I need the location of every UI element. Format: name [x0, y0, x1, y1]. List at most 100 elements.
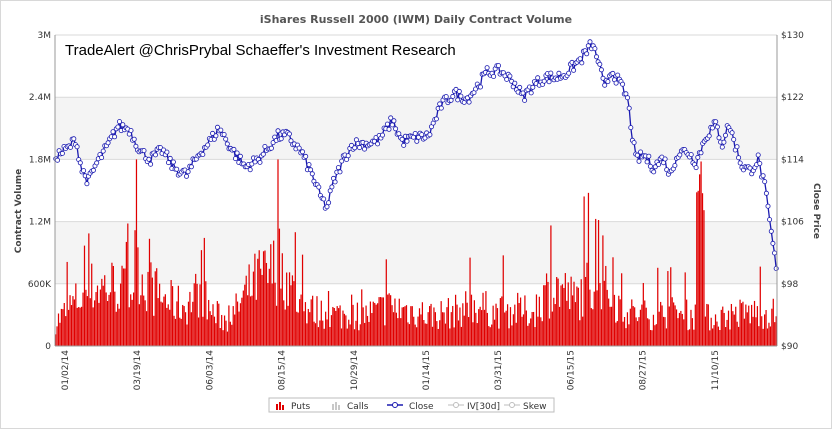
put-bar — [722, 306, 724, 346]
put-bar — [369, 301, 372, 346]
put-bar — [417, 316, 419, 346]
close-point — [316, 184, 322, 190]
y-tick-label: 1.2M — [29, 218, 51, 228]
close-line — [53, 39, 779, 271]
x-tick-label: 06/03/14 — [205, 350, 215, 391]
put-bar — [280, 288, 282, 346]
put-bar — [182, 304, 184, 346]
put-bar — [602, 235, 604, 346]
close-point — [548, 70, 554, 76]
put-bar — [391, 305, 393, 346]
close-point — [306, 162, 312, 168]
x-tick-label: 03/19/14 — [133, 350, 143, 391]
put-bar — [775, 316, 777, 346]
put-bar — [225, 320, 227, 346]
close-point — [693, 165, 699, 171]
close-point — [415, 134, 421, 140]
put-bar — [114, 291, 116, 346]
put-bar — [423, 320, 425, 346]
put-bar — [138, 304, 140, 346]
put-bar — [473, 300, 475, 346]
put-bar — [622, 321, 624, 346]
legend-item-iv30d[interactable]: IV[30d] — [448, 402, 500, 412]
put-bar — [79, 307, 81, 346]
put-bar — [312, 295, 314, 346]
put-bar — [242, 290, 244, 346]
put-bar — [586, 262, 588, 346]
close-point — [324, 204, 330, 210]
put-bar — [475, 312, 477, 346]
put-bar — [143, 295, 145, 346]
put-bar — [454, 294, 457, 346]
put-bar — [437, 328, 439, 346]
put-bar — [651, 330, 653, 346]
put-bar — [390, 295, 392, 346]
legend-item-puts[interactable]: Puts — [276, 402, 311, 412]
put-bar — [95, 292, 97, 346]
put-bar — [394, 298, 396, 346]
put-bar — [480, 310, 483, 346]
close-point — [260, 151, 266, 157]
legend-item-skew[interactable]: Skew — [504, 402, 547, 412]
close-point — [556, 70, 562, 76]
put-bar — [65, 316, 67, 346]
put-bar — [387, 294, 389, 346]
put-bar — [658, 311, 660, 346]
put-bar — [372, 301, 374, 346]
close-point — [412, 130, 418, 136]
put-bar — [375, 304, 377, 346]
put-bar — [59, 322, 61, 346]
put-bar — [560, 285, 562, 346]
close-point — [646, 153, 652, 159]
put-bar — [140, 295, 142, 346]
put-bar — [688, 329, 691, 346]
put-bar — [573, 281, 575, 346]
put-bar — [740, 303, 743, 346]
put-bar — [505, 310, 507, 346]
x-tick-label: 11/10/15 — [711, 350, 721, 390]
put-bar — [109, 292, 112, 346]
put-bar — [540, 317, 542, 346]
close-point — [309, 171, 315, 177]
legend-item-calls[interactable]: Calls — [332, 402, 369, 412]
watermark-text: TradeAlert @ChrisPrybal Schaeffer's Inve… — [65, 42, 456, 59]
close-point — [185, 169, 191, 175]
put-bar — [196, 283, 198, 346]
put-bar — [260, 268, 262, 346]
put-bar — [528, 323, 530, 346]
put-bar — [714, 314, 717, 346]
put-bar — [719, 330, 721, 346]
put-bar — [538, 296, 540, 346]
put-bar — [283, 300, 285, 346]
y-axis-ticks: 0 600K 1.2M 1.8M 2.4M 3M — [28, 31, 52, 352]
close-point — [773, 265, 779, 271]
put-bar — [343, 313, 346, 346]
put-bar — [616, 321, 618, 346]
close-point — [755, 152, 761, 158]
put-bar — [577, 287, 579, 346]
put-bar — [378, 297, 380, 346]
put-bar — [746, 312, 748, 346]
legend-box — [268, 397, 555, 413]
close-point — [455, 97, 461, 103]
put-bar — [762, 328, 764, 346]
close-point — [734, 144, 740, 150]
legend-close-swatch-marker — [392, 402, 398, 408]
put-bar — [496, 308, 499, 346]
put-bar — [522, 314, 525, 346]
put-bar — [662, 316, 665, 346]
put-bar — [210, 315, 213, 346]
put-bar — [329, 326, 331, 346]
put-bar — [460, 326, 462, 346]
put-bar — [755, 317, 757, 346]
put-bar — [374, 302, 376, 346]
put-bar — [365, 305, 367, 346]
put-bar — [596, 290, 598, 346]
put-bar — [366, 315, 369, 346]
put-bar — [492, 305, 494, 346]
legend-item-close[interactable]: Close — [387, 402, 434, 412]
put-bar — [561, 284, 564, 346]
put-bar — [278, 228, 281, 346]
close-point — [763, 190, 769, 196]
